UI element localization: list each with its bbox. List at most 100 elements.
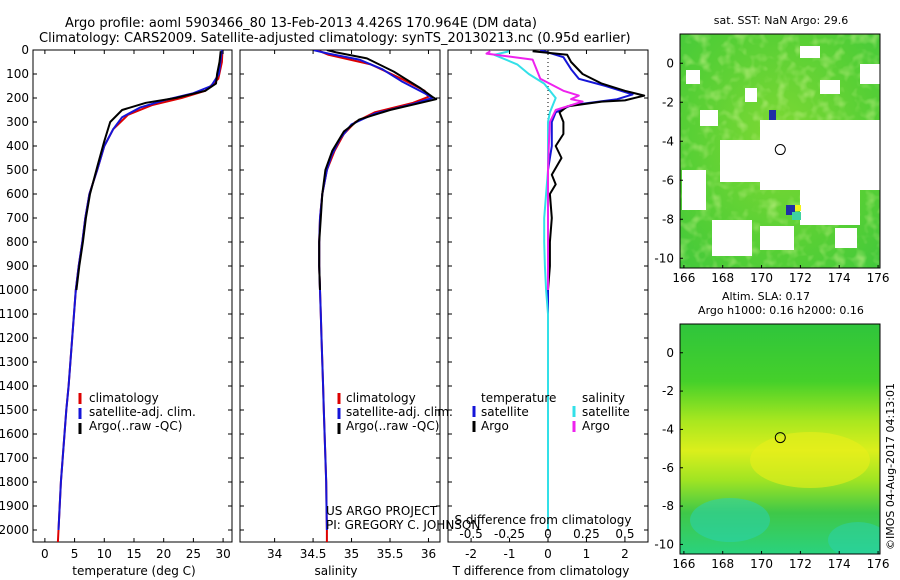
sst-map-title: sat. SST: NaN Argo: 29.6	[714, 14, 848, 27]
depth-tick-label: 100	[6, 67, 29, 81]
difference-legend: temperature satellite Argo salinity sate…	[472, 391, 630, 433]
map-y-tick-label: -2	[662, 95, 674, 109]
legend-label-sal-argo: Argo	[582, 419, 610, 433]
depth-tick-label: 500	[6, 163, 29, 177]
sla-map-frame	[679, 323, 881, 555]
argo-position-marker	[774, 432, 786, 444]
salinity-series	[312, 50, 438, 542]
difference-x-axis: -2 -1 0 1 2 -0.5 -0.25 0 0.25 0.5	[459, 50, 634, 561]
series-line-argo-raw-qc-	[75, 51, 222, 291]
legend-label-sal-satellite: satellite	[582, 405, 630, 419]
depth-tick-label: 1300	[0, 355, 29, 369]
legend-label-climatology: climatology	[346, 391, 416, 405]
x-tick-label: 30	[215, 547, 230, 561]
depth-tick-label: 1500	[0, 403, 29, 417]
map-y-tick-label: -4	[662, 134, 674, 148]
x-tick-label: 35	[344, 547, 359, 561]
map-y-tick-label: 0	[666, 346, 674, 360]
x-tick-label: 0	[41, 547, 49, 561]
legend-group-temperature: temperature	[481, 391, 556, 405]
header-title-line1: Argo profile: aoml 5903466_80 13-Feb-201…	[65, 16, 537, 31]
sla-map	[680, 324, 880, 554]
map-y-tick-label: 0	[666, 56, 674, 70]
map-x-tick-label: 168	[711, 271, 734, 285]
x-tick-label: 5	[71, 547, 79, 561]
map-x-tick-label: 166	[672, 271, 695, 285]
depth-tick-label: 1800	[0, 475, 29, 489]
s-tick-label: -0.5	[459, 527, 482, 541]
sla-high-anomaly	[750, 432, 870, 488]
difference-top-label: S difference from climatology	[455, 513, 632, 527]
s-tick-label: 0.25	[573, 527, 600, 541]
x-tick-label: 15	[126, 547, 141, 561]
depth-axis: 0 100 200 300 400 500 600 700 800 900 1000 1100 1200…	[0, 43, 648, 537]
sst-pixel	[792, 212, 801, 220]
sla-map-axes: 166 168 170 172 174 176 0 -2 -4 -6 -8 -10	[654, 346, 889, 571]
argo-position-marker	[774, 144, 786, 156]
salinity-plot-frame	[239, 49, 441, 543]
temperature-legend: climatology satellite-adj. clim. Argo(..…	[78, 391, 196, 434]
map-y-tick-label: -2	[662, 384, 674, 398]
s-tick-label: 0	[544, 527, 552, 541]
temperature-x-label: temperature (deg C)	[72, 564, 195, 578]
map-y-tick-label: -8	[662, 499, 674, 513]
map-y-tick-label: -10	[654, 251, 674, 265]
x-tick-label: 0	[544, 547, 552, 561]
legend-label-climatology: climatology	[89, 391, 159, 405]
legend-label-satellite: satellite-adj. clim.	[346, 405, 453, 419]
depth-tick-label: 1600	[0, 427, 29, 441]
depth-tick-label: 300	[6, 115, 29, 129]
map-y-tick-label: -8	[662, 212, 674, 226]
map-y-tick-label: -4	[662, 422, 674, 436]
imos-stamp: ©IMOS 04-Aug-2017 04:13:01	[884, 383, 897, 550]
map-x-tick-label: 168	[711, 557, 734, 571]
depth-tick-label: 1000	[0, 283, 29, 297]
map-y-tick-label: -6	[662, 461, 674, 475]
series-line-temperature-argo	[532, 50, 646, 291]
legend-label-argo: Argo(..raw -QC)	[346, 419, 439, 433]
legend-label-satellite: satellite-adj. clim.	[89, 405, 196, 419]
map-x-tick-label: 176	[867, 271, 890, 285]
depth-tick-label: 1400	[0, 379, 29, 393]
header-title-line2: Climatology: CARS2009. Satellite-adjuste…	[39, 31, 631, 46]
legend-group-salinity: salinity	[582, 391, 625, 405]
depth-tick-label: 600	[6, 187, 29, 201]
map-x-tick-label: 174	[828, 557, 851, 571]
map-x-tick-label: 176	[867, 557, 890, 571]
series-line-salinity-argo	[485, 50, 584, 290]
temperature-series	[56, 50, 224, 542]
credit-project: US ARGO PROJECT	[326, 504, 438, 518]
salinity-x-label: salinity	[314, 564, 357, 578]
depth-tick-label: 800	[6, 235, 29, 249]
s-tick-label: 0.5	[615, 527, 634, 541]
depth-tick-label: 200	[6, 91, 29, 105]
depth-tick-label: 1100	[0, 307, 29, 321]
x-tick-label: 34.5	[300, 547, 327, 561]
x-tick-label: 36	[421, 547, 436, 561]
difference-x-label: T difference from climatology	[452, 564, 630, 578]
s-tick-label: -0.25	[494, 527, 525, 541]
map-x-tick-label: 174	[828, 271, 851, 285]
sst-cold-pixel	[786, 205, 795, 215]
x-tick-label: 2	[621, 547, 629, 561]
map-x-tick-label: 172	[789, 271, 812, 285]
map-x-tick-label: 172	[789, 557, 812, 571]
x-tick-label: 10	[97, 547, 112, 561]
legend-label-temp-argo: Argo	[481, 419, 509, 433]
legend-label-temp-satellite: satellite	[481, 405, 529, 419]
legend-label-argo: Argo(..raw -QC)	[89, 419, 182, 433]
salinity-legend: climatology satellite-adj. clim. Argo(..…	[337, 391, 453, 434]
depth-tick-label: 900	[6, 259, 29, 273]
sla-low-anomaly	[828, 522, 880, 554]
x-tick-label: 1	[583, 547, 591, 561]
x-tick-label: 20	[156, 547, 171, 561]
depth-tick-label: 400	[6, 139, 29, 153]
depth-tick-label: 0	[21, 43, 29, 57]
sst-hot-pixel	[795, 205, 801, 211]
sla-map-title-line1: Altim. SLA: 0.17	[722, 290, 810, 303]
depth-tick-label: 1700	[0, 451, 29, 465]
depth-tick-label: 2000	[0, 523, 29, 537]
temperature-x-axis: 0 5 10 15 20 25 30	[41, 50, 231, 561]
series-line-argo-raw-qc-	[318, 50, 438, 291]
